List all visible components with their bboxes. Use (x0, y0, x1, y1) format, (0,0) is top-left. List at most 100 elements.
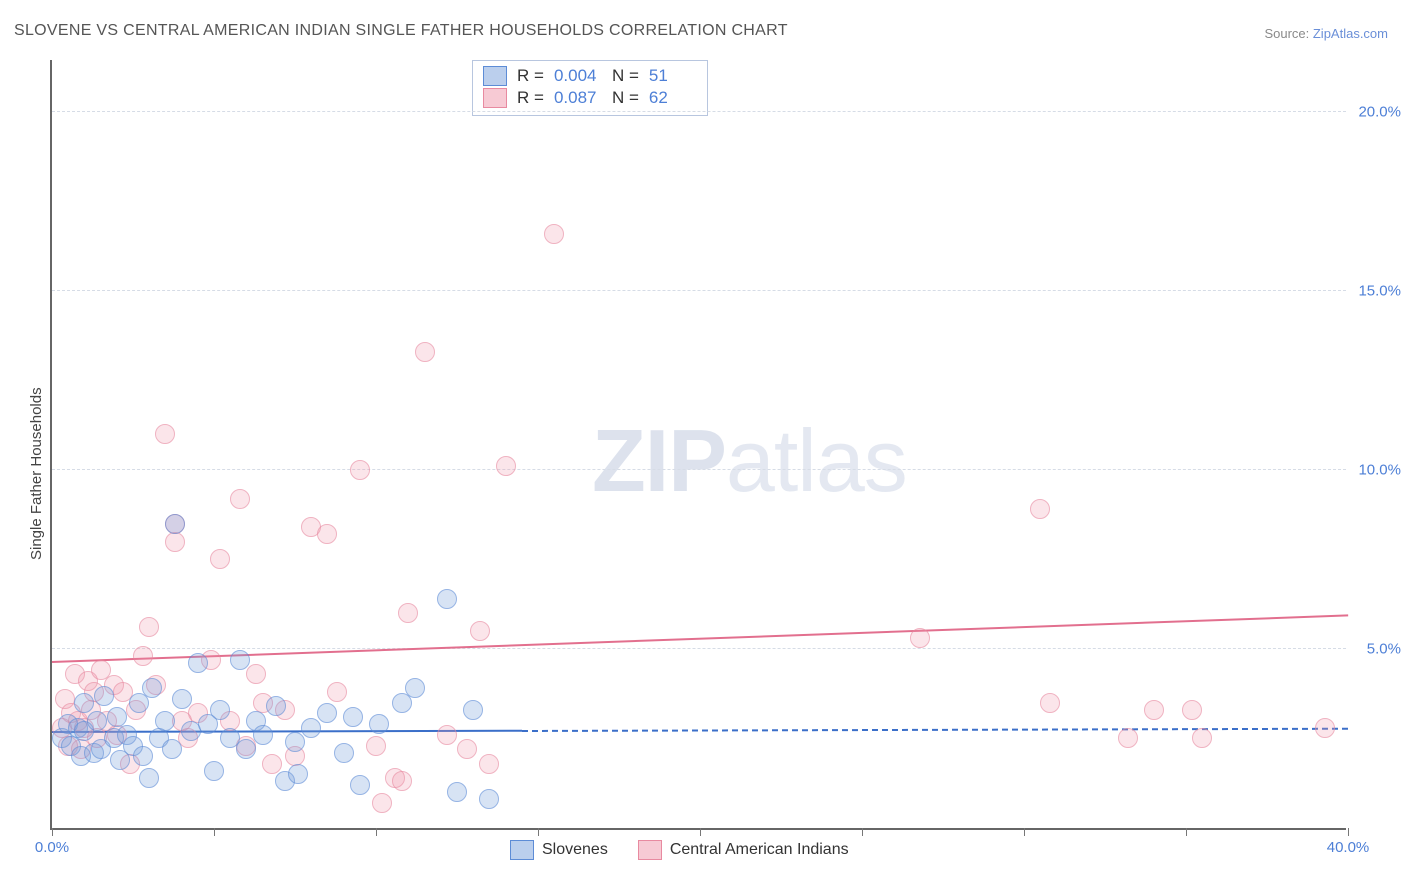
n-label-1: N = (612, 66, 639, 86)
y-tick-label: 10.0% (1351, 461, 1401, 478)
bottom-legend: Slovenes Central American Indians (510, 840, 849, 860)
x-tick (538, 828, 539, 836)
stats-legend-box: R = 0.004 N = 51 R = 0.087 N = 62 (472, 60, 708, 116)
x-tick (52, 828, 53, 836)
data-point (285, 732, 305, 752)
data-point (230, 650, 250, 670)
data-point (350, 460, 370, 480)
data-point (165, 532, 185, 552)
data-point (94, 686, 114, 706)
r-label-1: R = (517, 66, 544, 86)
data-point (301, 718, 321, 738)
data-point (1040, 693, 1060, 713)
watermark-bold: ZIP (592, 411, 726, 510)
source-prefix: Source: (1264, 26, 1312, 41)
data-point (479, 754, 499, 774)
legend-swatch-pink-icon (638, 840, 662, 860)
plot-region: ZIPatlas R = 0.004 N = 51 R = 0.087 N = … (50, 60, 1346, 830)
x-tick-label: 40.0% (1327, 839, 1370, 856)
stats-row-1: R = 0.004 N = 51 (483, 65, 697, 87)
data-point (262, 754, 282, 774)
data-point (139, 768, 159, 788)
data-point (447, 782, 467, 802)
data-point (1315, 718, 1335, 738)
x-tick (1186, 828, 1187, 836)
data-point (366, 736, 386, 756)
data-point (457, 739, 477, 759)
x-tick (214, 828, 215, 836)
data-point (350, 775, 370, 795)
data-point (133, 646, 153, 666)
data-point (1192, 728, 1212, 748)
legend-label-2: Central American Indians (670, 841, 849, 859)
y-tick-label: 15.0% (1351, 282, 1401, 299)
swatch-pink-icon (483, 88, 507, 108)
data-point (910, 628, 930, 648)
x-tick (1024, 828, 1025, 836)
stats-row-2: R = 0.087 N = 62 (483, 87, 697, 109)
y-tick-label: 5.0% (1351, 640, 1401, 657)
y-axis-label: Single Father Households (28, 387, 45, 560)
gridline (52, 290, 1346, 291)
data-point (162, 739, 182, 759)
data-point (463, 700, 483, 720)
data-point (437, 725, 457, 745)
r-label-2: R = (517, 88, 544, 108)
data-point (1182, 700, 1202, 720)
data-point (1144, 700, 1164, 720)
data-point (74, 693, 94, 713)
data-point (327, 682, 347, 702)
source-attribution: Source: ZipAtlas.com (1264, 26, 1388, 41)
data-point (437, 589, 457, 609)
data-point (343, 707, 363, 727)
legend-item-2: Central American Indians (638, 840, 849, 860)
data-point (288, 764, 308, 784)
data-point (155, 424, 175, 444)
data-point (392, 771, 412, 791)
chart-title: SLOVENE VS CENTRAL AMERICAN INDIAN SINGL… (14, 22, 788, 40)
x-tick (862, 828, 863, 836)
source-link[interactable]: ZipAtlas.com (1313, 26, 1388, 41)
watermark-light: atlas (726, 411, 907, 510)
data-point (1030, 499, 1050, 519)
gridline (52, 469, 1346, 470)
data-point (496, 456, 516, 476)
data-point (266, 696, 286, 716)
gridline (52, 111, 1346, 112)
data-point (133, 746, 153, 766)
gridline (52, 648, 1346, 649)
x-tick-label: 0.0% (35, 839, 69, 856)
n-label-2: N = (612, 88, 639, 108)
data-point (372, 793, 392, 813)
x-tick (700, 828, 701, 836)
x-tick (1348, 828, 1349, 836)
data-point (142, 678, 162, 698)
data-point (479, 789, 499, 809)
watermark: ZIPatlas (592, 410, 907, 512)
swatch-blue-icon (483, 66, 507, 86)
data-point (369, 714, 389, 734)
legend-item-1: Slovenes (510, 840, 608, 860)
data-point (246, 664, 266, 684)
data-point (236, 739, 256, 759)
n-value-2: 62 (649, 88, 697, 108)
data-point (139, 617, 159, 637)
r-value-2: 0.087 (554, 88, 602, 108)
data-point (1118, 728, 1138, 748)
data-point (317, 524, 337, 544)
data-point (188, 653, 208, 673)
data-point (334, 743, 354, 763)
x-tick (376, 828, 377, 836)
data-point (470, 621, 490, 641)
data-point (544, 224, 564, 244)
chart-area: ZIPatlas R = 0.004 N = 51 R = 0.087 N = … (50, 60, 1346, 830)
data-point (415, 342, 435, 362)
data-point (230, 489, 250, 509)
data-point (253, 725, 273, 745)
n-value-1: 51 (649, 66, 697, 86)
data-point (210, 700, 230, 720)
trend-line-dashed (522, 728, 1348, 732)
data-point (204, 761, 224, 781)
data-point (172, 689, 192, 709)
data-point (405, 678, 425, 698)
